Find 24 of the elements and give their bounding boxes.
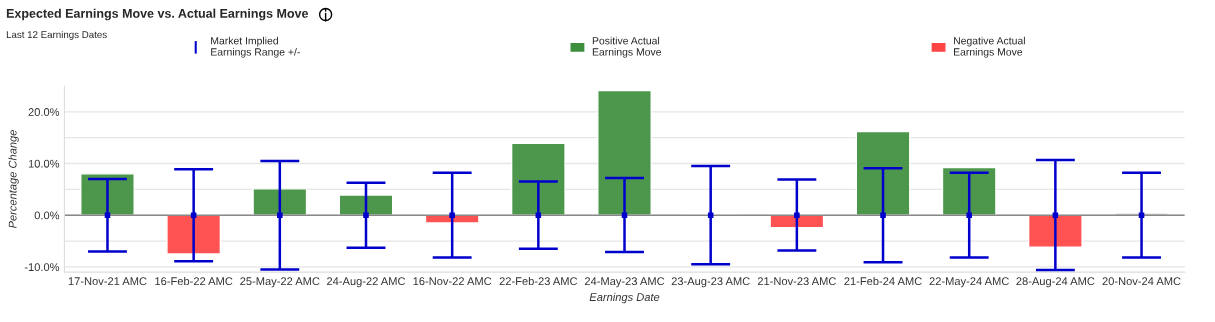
x-tick-label: 16-Feb-22 AMC bbox=[155, 276, 233, 286]
chart-title: Expected Earnings Move vs. Actual Earnings Move bbox=[6, 8, 309, 21]
x-tick-label: 20-Nov-24 AMC bbox=[1102, 277, 1181, 286]
x-tick-label: 21-Feb-24 AMC bbox=[844, 276, 922, 286]
y-tick-label: 10.0% bbox=[28, 159, 60, 168]
x-tick-label: 22-Feb-23 AMC bbox=[499, 276, 578, 286]
x-tick-label: 22-May-24 AMC bbox=[929, 277, 1009, 288]
x-tick-label: 24-Aug-22 AMC bbox=[327, 277, 406, 288]
x-tick-label: 23-Aug-23 AMC bbox=[671, 277, 750, 288]
y-tick-label: -10.0% bbox=[24, 263, 60, 272]
x-tick-label: 16-Nov-22 AMC bbox=[413, 277, 492, 286]
x-tick-label: 17-Nov-21 AMC bbox=[68, 277, 147, 286]
legend-label: Negative Actual Earnings Move bbox=[954, 36, 1025, 58]
x-tick-label: 24-May-23 AMC bbox=[584, 277, 665, 288]
legend-label: Market Implied Earnings Range +/- bbox=[211, 36, 300, 58]
x-tick-label: 28-Aug-24 AMC bbox=[1016, 277, 1095, 288]
y-tick-label: 20.0% bbox=[28, 108, 60, 116]
x-tick-label: 25-May-22 AMC bbox=[240, 277, 320, 288]
chart-subtitle: Last 12 Earnings Dates bbox=[6, 30, 107, 40]
y-tick-label: 0.0% bbox=[34, 211, 60, 220]
y-axis-title: Percentage Change bbox=[8, 130, 19, 229]
x-tick-label: 21-Nov-23 AMC bbox=[757, 277, 836, 286]
legend-label: Positive Actual Earnings Move bbox=[592, 36, 662, 58]
x-axis-title: Earnings Date bbox=[589, 292, 660, 304]
